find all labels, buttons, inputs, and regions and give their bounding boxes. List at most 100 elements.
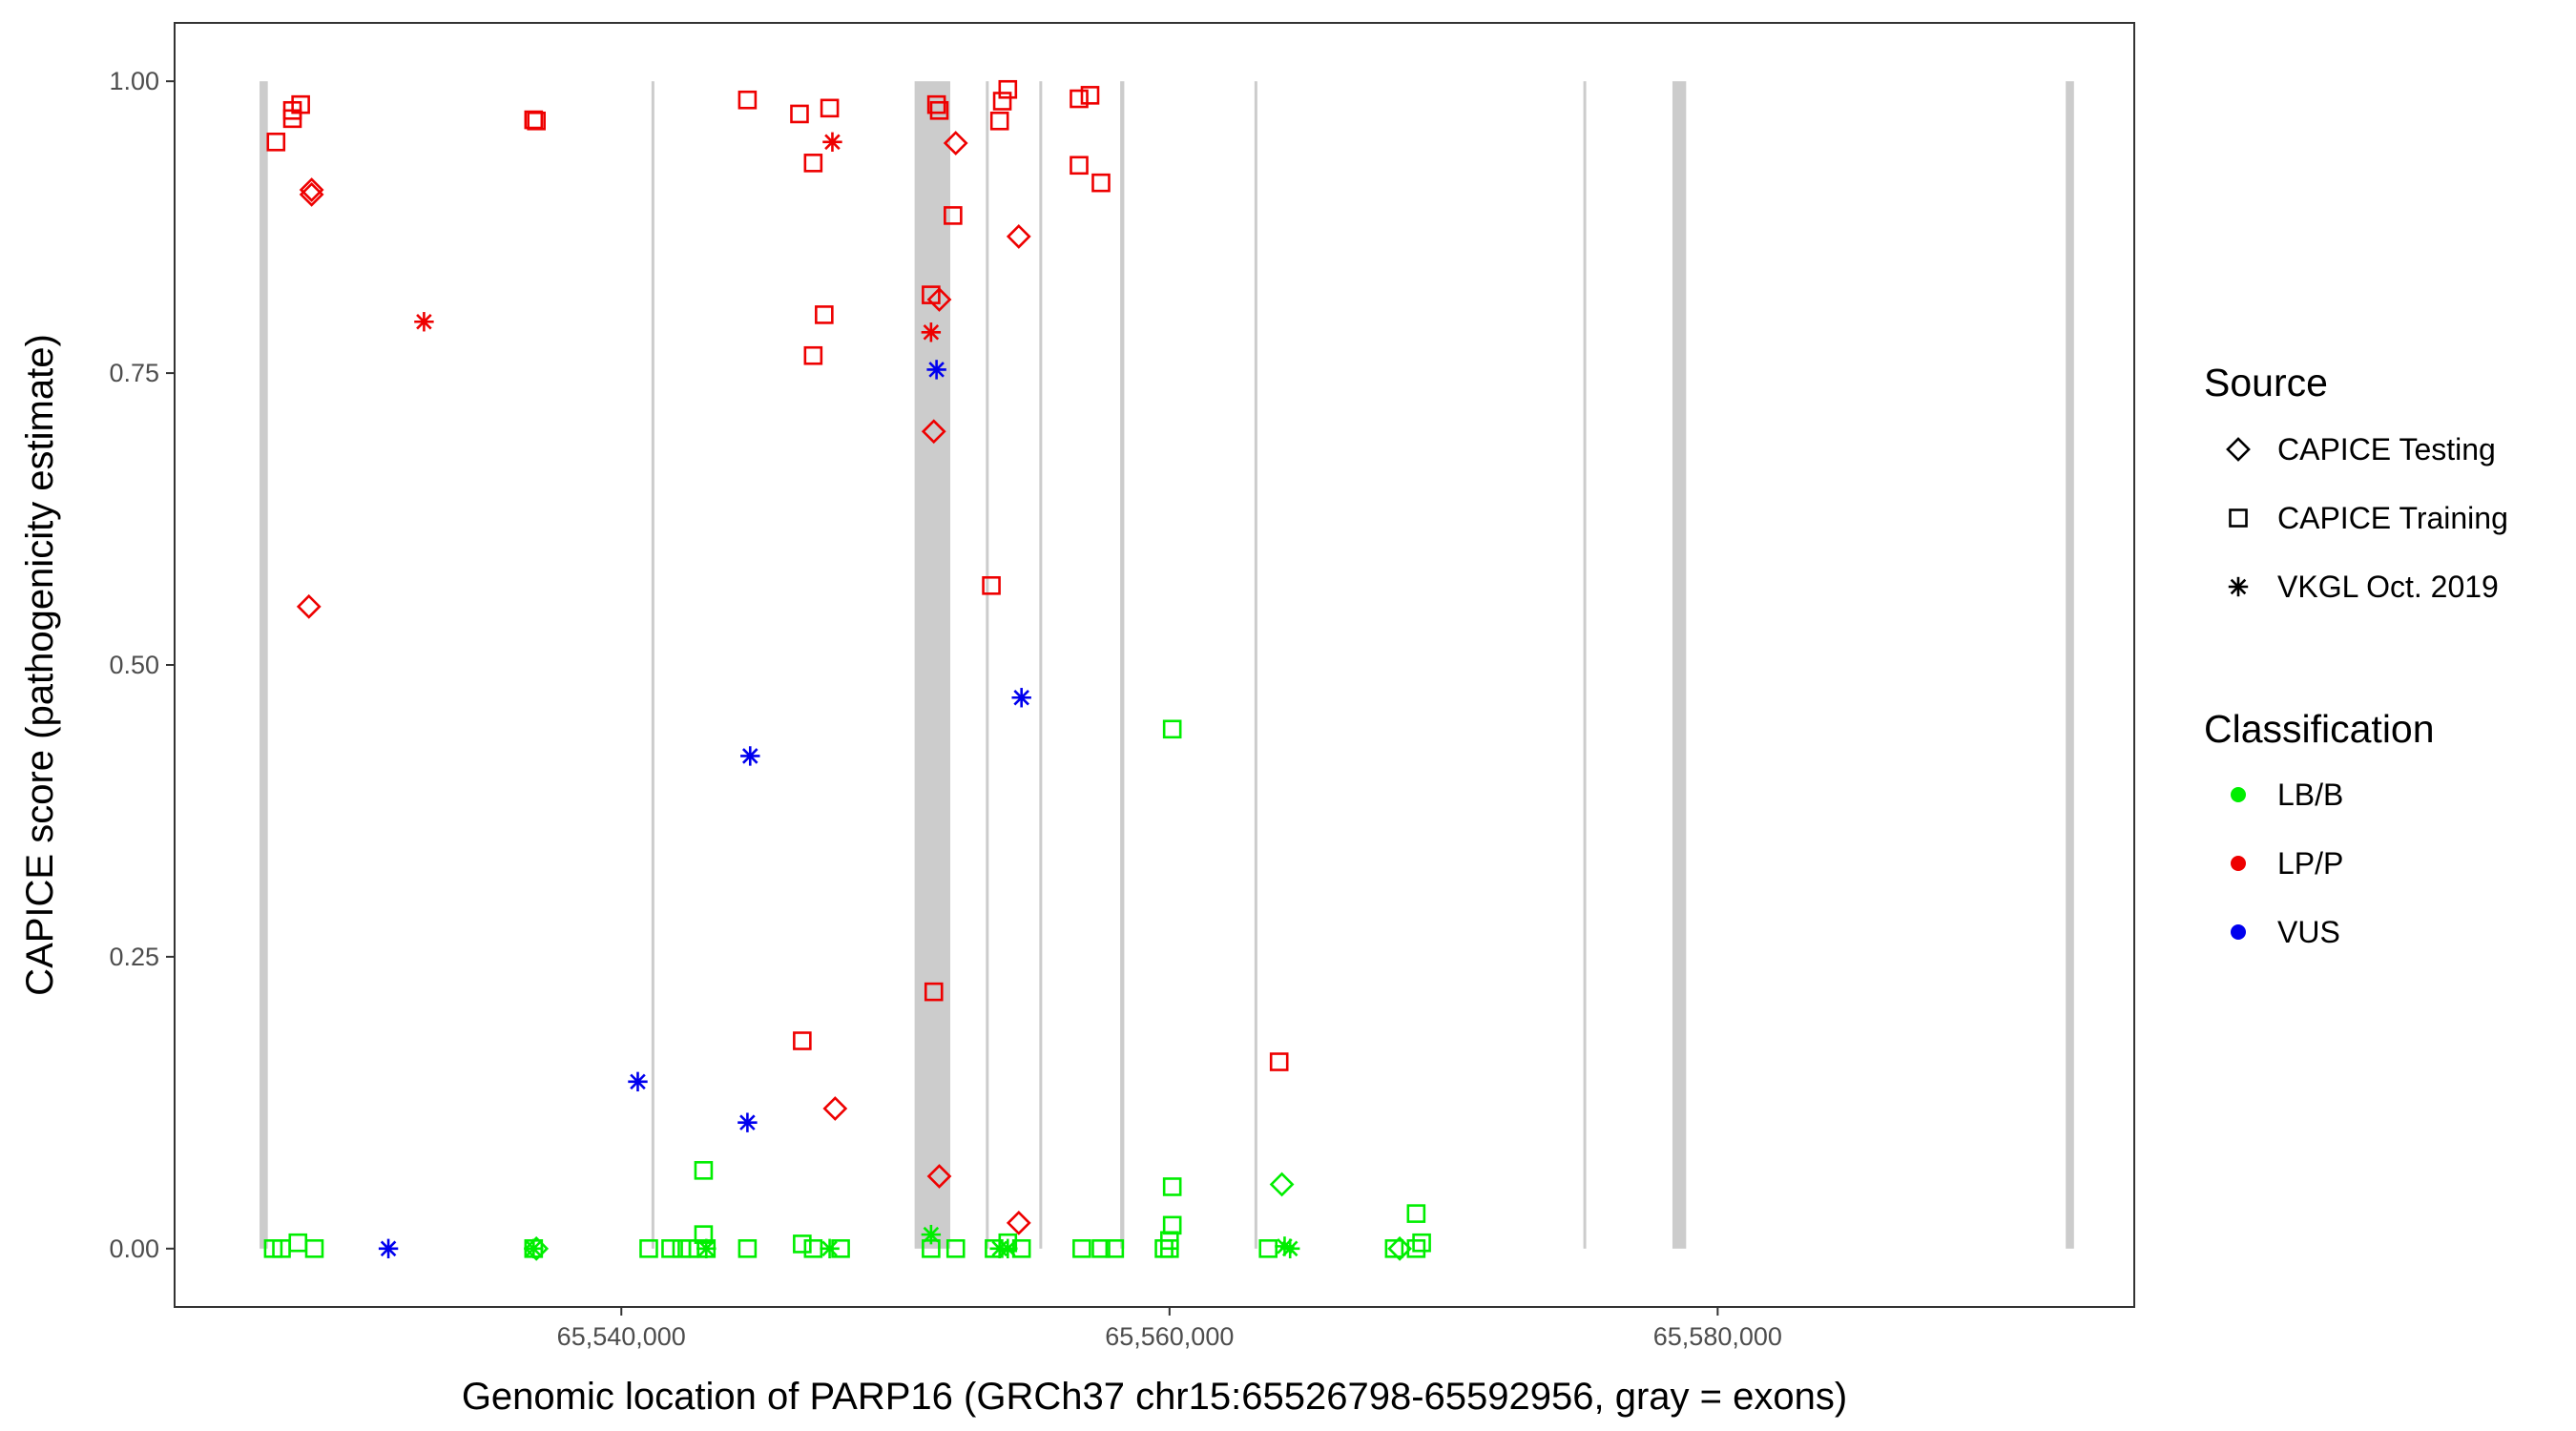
point-capice-training-lp-p-1	[266, 133, 286, 152]
point-capice-training-lp-p-19	[989, 111, 1009, 131]
point-capice-testing-lp-p-9	[926, 1164, 952, 1189]
legend-source-key-vkgl-oct-2019	[2228, 576, 2249, 597]
point-capice-training-lb-b-25	[1105, 1239, 1125, 1258]
point-capice-testing-lp-p-7	[1006, 224, 1031, 249]
point-capice-training-lp-p-21	[998, 79, 1018, 99]
point-capice-training-lb-b-7	[661, 1239, 680, 1258]
exon-band-5	[1039, 81, 1043, 1249]
axes: 65,540,000 65,560,000 65,580,000 0.00 0.25 0.…	[109, 67, 1781, 1351]
point-capice-training-lb-b-34	[1406, 1239, 1426, 1258]
point-capice-testing-lb-b-2	[1269, 1172, 1295, 1197]
point-capice-training-lb-b-6	[639, 1239, 658, 1258]
exon-band-3	[914, 81, 950, 1249]
point-capice-training-lb-b-31	[1162, 719, 1182, 739]
point-capice-testing-lp-p-6	[943, 131, 968, 156]
point-capice-training-lp-p-14	[926, 94, 946, 114]
point-capice-training-lp-p-6	[527, 111, 547, 131]
point-capice-training-lp-p-23	[1070, 89, 1089, 109]
exon-band-4	[986, 81, 989, 1249]
point-capice-training-lb-b-30	[1162, 1177, 1182, 1196]
point-capice-training-lb-b-14	[737, 1239, 758, 1258]
point-vkgl-oct-2019-lb-b-6	[998, 1238, 1018, 1259]
legend-source-title: Source	[2204, 361, 2328, 404]
exon-band-2	[651, 81, 654, 1249]
x-tick-label-2: 65,560,000	[1105, 1322, 1234, 1351]
legend-class-key-lp-p	[2231, 856, 2246, 871]
point-vkgl-oct-2019-lp-p-3	[921, 322, 942, 342]
exon-band-6	[1120, 81, 1125, 1249]
point-capice-training-lb-b-19	[945, 1239, 966, 1258]
point-capice-testing-lb-b-3	[1387, 1235, 1412, 1261]
point-capice-training-lb-b-23	[1072, 1239, 1091, 1258]
point-capice-training-lb-b-29	[1162, 1215, 1182, 1235]
legend-source-key-capice-testing	[2226, 437, 2251, 462]
point-vkgl-oct-2019-lp-p-1	[414, 312, 434, 332]
exon-band-8	[1583, 81, 1587, 1249]
y-axis-title: CAPICE score (pathogenicity estimate)	[19, 334, 61, 996]
point-capice-training-lb-b-24	[1091, 1239, 1111, 1258]
point-vkgl-oct-2019-vus-2	[628, 1071, 648, 1092]
point-vkgl-oct-2019-vus-5	[926, 360, 946, 380]
exon-band-1	[260, 81, 268, 1249]
legend-class-label-lp-p: LP/P	[2277, 846, 2343, 881]
y-tick-label-2: 0.25	[109, 943, 159, 971]
legend-class-key-vus	[2231, 924, 2246, 940]
y-tick-label-1: 0.00	[109, 1234, 159, 1263]
legend-classification-title: Classification	[2204, 707, 2435, 751]
point-vkgl-oct-2019-vus-4	[737, 1112, 758, 1132]
exon-bands	[260, 81, 2074, 1249]
point-vkgl-oct-2019-lb-b-1	[524, 1238, 544, 1259]
point-capice-training-lp-p-18	[944, 206, 963, 225]
data-points	[263, 79, 1431, 1261]
point-capice-training-lp-p-24	[1080, 86, 1100, 105]
point-capice-training-lb-b-15	[793, 1234, 812, 1254]
point-capice-testing-lp-p-5	[921, 419, 946, 445]
point-capice-training-lb-b-4	[304, 1239, 324, 1258]
point-capice-training-lp-p-20	[992, 92, 1012, 111]
legend-class-label-lb-b: LB/B	[2277, 778, 2343, 812]
exon-band-7	[1254, 81, 1257, 1249]
point-capice-training-lp-p-11	[815, 305, 834, 324]
point-capice-training-lp-p-9	[803, 154, 823, 173]
point-vkgl-oct-2019-lb-b-2	[696, 1238, 717, 1259]
point-vkgl-oct-2019-lp-p-2	[822, 132, 842, 153]
point-capice-training-lp-p-15	[929, 100, 949, 120]
x-tick-label-3: 65,580,000	[1653, 1322, 1782, 1351]
point-capice-testing-lp-p-10	[1006, 1211, 1031, 1235]
point-capice-testing-lp-p-8	[822, 1096, 848, 1121]
point-capice-training-lb-b-32	[1258, 1239, 1278, 1258]
y-tick-label-4: 0.75	[109, 359, 159, 387]
legend-class-label-vus: VUS	[2277, 915, 2340, 949]
point-capice-training-lp-p-13	[793, 1031, 812, 1050]
point-capice-training-lb-b-12	[694, 1225, 714, 1244]
point-capice-training-lb-b-36	[1406, 1204, 1426, 1223]
point-capice-training-lb-b-13	[694, 1161, 714, 1180]
point-capice-testing-lp-p-2	[299, 181, 324, 207]
legend-source-label-capice-testing: CAPICE Testing	[2277, 432, 2496, 467]
legend: Source Classification CAPICE Testing CAPI…	[2204, 361, 2508, 949]
point-capice-training-lp-p-7	[737, 90, 758, 110]
y-tick-label-3: 0.50	[109, 651, 159, 679]
point-capice-training-lp-p-10	[820, 98, 840, 118]
point-capice-training-lp-p-26	[1091, 173, 1111, 193]
point-vkgl-oct-2019-vus-6	[1011, 688, 1031, 708]
point-capice-testing-lp-p-4	[926, 287, 952, 312]
point-capice-training-lp-p-22	[982, 575, 1001, 595]
point-capice-training-lb-b-33	[1384, 1239, 1404, 1258]
exon-band-9	[1672, 81, 1687, 1249]
point-capice-training-lp-p-25	[1070, 156, 1089, 176]
legend-source-key-capice-training	[2229, 508, 2248, 528]
point-vkgl-oct-2019-lb-b-3	[820, 1238, 840, 1259]
point-capice-training-lb-b-35	[1412, 1233, 1431, 1253]
point-vkgl-oct-2019-lb-b-4	[921, 1224, 942, 1245]
point-vkgl-oct-2019-vus-3	[740, 746, 760, 766]
point-capice-training-lp-p-27	[1269, 1052, 1289, 1071]
point-capice-testing-lp-p-1	[299, 177, 324, 202]
point-capice-training-lp-p-17	[924, 982, 944, 1002]
point-vkgl-oct-2019-vus-1	[378, 1238, 399, 1259]
point-capice-training-lp-p-12	[803, 345, 823, 365]
point-capice-testing-lp-p-3	[296, 593, 322, 619]
legend-class-key-lb-b	[2231, 787, 2246, 802]
legend-source-label-vkgl-oct-2019: VKGL Oct. 2019	[2277, 570, 2499, 604]
